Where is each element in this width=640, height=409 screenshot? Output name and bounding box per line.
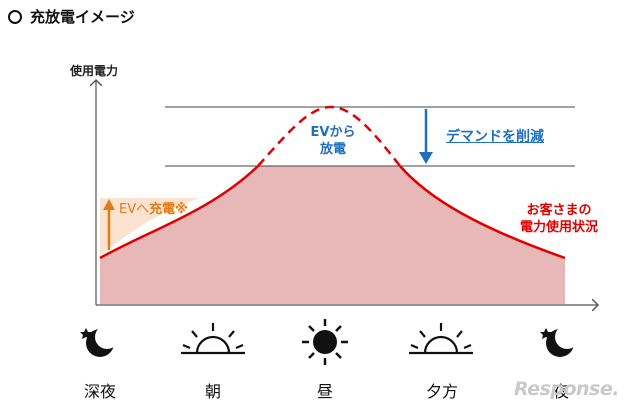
circle-bullet-icon xyxy=(8,9,22,24)
customer-line2: 電力使用状況 xyxy=(520,220,599,235)
usage-curve-right xyxy=(399,165,566,260)
ev-discharge-label: EVから 放電 xyxy=(298,124,368,158)
customer-usage-label: お客さまの 電力使用状況 xyxy=(520,202,598,236)
time-label-morning: 朝 xyxy=(204,382,221,401)
sunset-icon xyxy=(409,323,473,355)
ev-charge-prefix: EVへ xyxy=(119,202,150,217)
title-text: 充放電イメージ xyxy=(30,8,135,26)
ev-charge-area xyxy=(100,198,200,256)
watermark-logo: Response. xyxy=(514,378,619,400)
demand-cut-label: デマンドを削減 xyxy=(446,129,544,145)
usage-curve-left xyxy=(99,165,259,260)
sunrise-icon xyxy=(181,323,245,355)
usage-curve-peak-dashed xyxy=(257,105,401,167)
time-label-noon: 昼 xyxy=(316,382,333,401)
ev-charge-bold: 充電※ xyxy=(149,202,188,217)
ev-discharge-line1: EVから xyxy=(310,125,356,140)
time-label-night: 夜 xyxy=(552,382,569,401)
demand-down-arrow-icon xyxy=(419,109,433,164)
usage-area xyxy=(100,166,565,304)
time-label-evening: 夕方 xyxy=(425,382,458,401)
customer-line1: お客さまの xyxy=(526,203,592,218)
sun-icon xyxy=(302,319,348,365)
ev-discharge-line2: 放電 xyxy=(319,142,346,157)
y-axis-label: 使用電力 xyxy=(70,64,119,78)
moon-star-icon xyxy=(80,325,119,357)
time-label-late-night: 深夜 xyxy=(83,382,116,401)
charge-arrow-icon xyxy=(103,199,115,250)
ev-charge-label: EVへ充電※ xyxy=(119,198,188,217)
moon-star-icon xyxy=(540,325,579,357)
page-title: 充放電イメージ xyxy=(8,6,135,27)
